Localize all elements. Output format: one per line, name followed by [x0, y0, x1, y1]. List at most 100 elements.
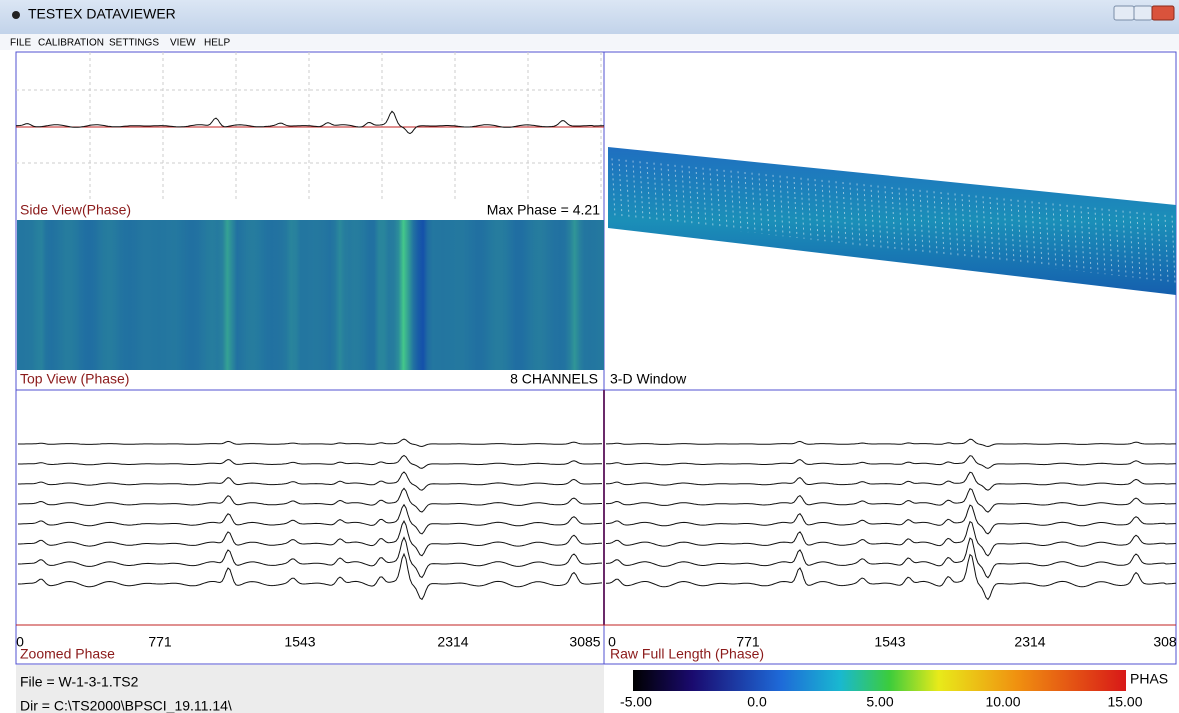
colorbar-tick: 15.00: [1107, 694, 1142, 710]
colorbar-label: PHAS: [1130, 671, 1168, 687]
streak: [835, 181, 840, 243]
channel-trace: [605, 520, 1177, 557]
axis-label: 0: [608, 634, 616, 650]
streak: [877, 185, 882, 248]
streak: [1059, 204, 1064, 270]
menu-item[interactable]: VIEW: [170, 38, 196, 49]
streak: [989, 196, 994, 262]
streak: [821, 179, 826, 242]
streak: [744, 171, 749, 233]
streak: [814, 179, 819, 241]
axis-label: 771: [736, 634, 760, 650]
streak: [828, 180, 833, 243]
axis-label: 2314: [437, 634, 468, 650]
panel-label: Raw Full Length (Phase): [610, 646, 764, 662]
channel-trace: [606, 455, 1176, 469]
title-bar: [0, 0, 1179, 34]
channel-trace: [18, 454, 602, 469]
streak: [954, 193, 959, 257]
window-controls: [1113, 5, 1175, 21]
streak: [961, 194, 966, 258]
panel-label: Top View (Phase): [20, 371, 129, 387]
channel-trace: [605, 537, 1177, 579]
top-view-heatmap: [17, 220, 604, 370]
close-button[interactable]: [1151, 5, 1175, 21]
colorbar-tick: 5.00: [866, 694, 893, 710]
status-panel: [16, 665, 604, 713]
menu-item[interactable]: HELP: [204, 38, 230, 49]
streak: [793, 176, 798, 238]
streak: [1052, 203, 1057, 269]
streak: [772, 174, 777, 236]
channel-trace: [605, 504, 1176, 535]
streak: [765, 174, 770, 235]
streak: [884, 186, 889, 249]
window-title: TESTEX DATAVIEWER: [28, 6, 176, 22]
streak: [1164, 214, 1169, 282]
menu-item[interactable]: SETTINGS: [109, 38, 159, 49]
menu-item[interactable]: CALIBRATION: [38, 38, 104, 49]
side-waveform: [15, 110, 604, 135]
streak: [947, 192, 952, 257]
streak: [856, 183, 861, 246]
streak: [1094, 207, 1099, 274]
streak: [919, 189, 924, 253]
streak: [1136, 211, 1141, 279]
streak: [1045, 202, 1050, 268]
axis-label: 1543: [284, 634, 315, 650]
streak: [968, 194, 973, 259]
streak: [1017, 199, 1022, 265]
colorbar-tick: -5.00: [620, 694, 652, 710]
channel-trace: [18, 487, 602, 513]
channel-trace: [18, 471, 602, 491]
channel-trace: [18, 536, 602, 579]
streak: [807, 178, 812, 240]
streak: [940, 191, 945, 256]
streak: [1108, 209, 1113, 276]
streak: [1101, 208, 1106, 275]
colorbar: [633, 670, 1126, 691]
panel-label: 3-D Window: [610, 371, 687, 387]
streak: [849, 182, 854, 245]
streak: [1038, 201, 1043, 267]
streak: [898, 187, 903, 251]
file-name: File = W-1-3-1.TS2: [20, 674, 139, 690]
streak: [975, 195, 980, 260]
streak: [786, 176, 791, 238]
streak: [1087, 206, 1092, 273]
minimize-button[interactable]: [1113, 5, 1135, 21]
streak: [912, 189, 917, 253]
channel-trace: [606, 488, 1177, 513]
streak: [891, 186, 896, 250]
channel-trace: [18, 438, 602, 448]
streak: [1003, 198, 1008, 263]
3d-surface: [608, 147, 1176, 295]
axis-label: 308: [1153, 634, 1177, 650]
channel-trace: [605, 553, 1177, 601]
panel-label: Zoomed Phase: [20, 646, 115, 662]
channel-count: 8 CHANNELS: [510, 371, 598, 387]
streak: [1150, 213, 1155, 281]
menu-item[interactable]: FILE: [10, 38, 31, 49]
app-icon: [12, 11, 20, 19]
channel-trace: [606, 438, 1176, 448]
axis-label: 0: [16, 634, 24, 650]
restore-button[interactable]: [1133, 5, 1153, 21]
channel-trace: [18, 520, 602, 557]
axis-label: 3085: [569, 634, 600, 650]
axis-label: 1543: [874, 634, 905, 650]
streak: [1157, 214, 1162, 281]
3d-streaks: [611, 158, 1176, 283]
streak: [842, 181, 847, 244]
axis-label: 771: [148, 634, 172, 650]
channel-trace: [606, 471, 1177, 491]
streak: [1031, 201, 1036, 267]
streak: [1010, 199, 1015, 264]
axis-label: 2314: [1014, 634, 1045, 650]
channel-trace: [18, 503, 603, 535]
streak: [982, 196, 987, 261]
channel-trace: [18, 552, 603, 601]
max-phase: Max Phase = 4.21: [487, 202, 600, 218]
streak: [926, 190, 931, 254]
